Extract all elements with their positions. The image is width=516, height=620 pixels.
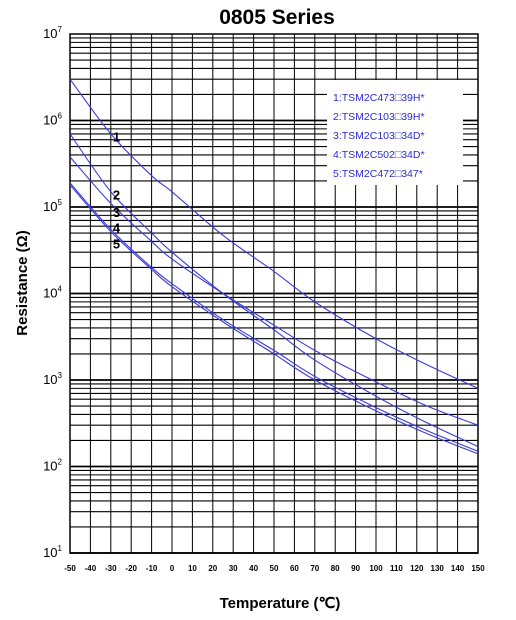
series-line xyxy=(69,78,479,389)
y-tick-label: 103 xyxy=(43,371,62,387)
x-tick-label: 50 xyxy=(270,564,279,573)
x-tick-label: 80 xyxy=(331,564,340,573)
curve-number-label: 2 xyxy=(113,187,120,202)
y-tick-label: 104 xyxy=(43,285,62,301)
x-axis-label: Temperature (℃) xyxy=(220,595,341,612)
x-tick-label: 20 xyxy=(208,564,217,573)
plot-border xyxy=(69,33,479,554)
y-tick-label: 101 xyxy=(43,544,62,560)
x-tick-label: -10 xyxy=(146,564,158,573)
y-axis-ticks: 107 106 105 104 103 102 101 xyxy=(43,25,62,560)
x-tick-label: 70 xyxy=(310,564,319,573)
x-tick-label: 40 xyxy=(249,564,258,573)
y-tick-label: 107 xyxy=(43,25,62,41)
legend: 1:TSM2C473□39H* 2:TSM2C103□39H* 3:TSM2C103… xyxy=(327,80,463,185)
x-tick-label: 130 xyxy=(431,564,445,573)
y-tick-label: 105 xyxy=(43,198,62,214)
legend-entry: 3:TSM2C103□34D* xyxy=(333,130,425,142)
legend-entry: 2:TSM2C103□39H* xyxy=(333,111,425,123)
y-tick-label: 102 xyxy=(43,458,62,474)
plot-frame xyxy=(69,33,479,554)
x-tick-label: -30 xyxy=(105,564,117,573)
legend-box xyxy=(327,80,463,185)
x-tick-label: -20 xyxy=(125,564,137,573)
curve-number-label: 4 xyxy=(113,220,121,235)
x-tick-label: 110 xyxy=(390,564,403,573)
series-line xyxy=(69,182,479,452)
series-line xyxy=(69,156,479,426)
x-tick-label: 120 xyxy=(410,564,424,573)
legend-entry: 5:TSM2C472□347* xyxy=(333,168,423,180)
x-tick-label: 30 xyxy=(229,564,238,573)
legend-entry: 1:TSM2C473□39H* xyxy=(333,92,425,104)
chart-title: 0805 Series xyxy=(219,6,335,29)
x-tick-label: 0 xyxy=(170,564,175,573)
curve-labels: 1 2 345 xyxy=(113,130,121,252)
x-tick-label: 60 xyxy=(290,564,299,573)
x-tick-label: 140 xyxy=(451,564,465,573)
curve-number-label: 3 xyxy=(113,205,120,220)
series-line xyxy=(69,133,479,448)
curve-number-label: 5 xyxy=(113,236,120,251)
x-tick-label: -40 xyxy=(85,564,97,573)
x-tick-label: 10 xyxy=(188,564,197,573)
series-line xyxy=(69,184,479,455)
x-tick-label: 150 xyxy=(471,564,485,573)
curve-number-label: 1 xyxy=(113,130,120,145)
x-axis-ticks: -50 -40 -30 -20 -10 0 10 20 30 40 50 60 70 80 90 100 110… xyxy=(64,564,485,573)
legend-entry: 4:TSM2C502□34D* xyxy=(333,149,425,161)
x-tick-label: 100 xyxy=(369,564,383,573)
series-curves xyxy=(69,78,479,455)
x-tick-label: -50 xyxy=(64,564,76,573)
x-tick-label: 90 xyxy=(351,564,360,573)
y-axis-label: Resistance (Ω) xyxy=(14,230,31,335)
y-tick-label: 106 xyxy=(43,112,62,128)
